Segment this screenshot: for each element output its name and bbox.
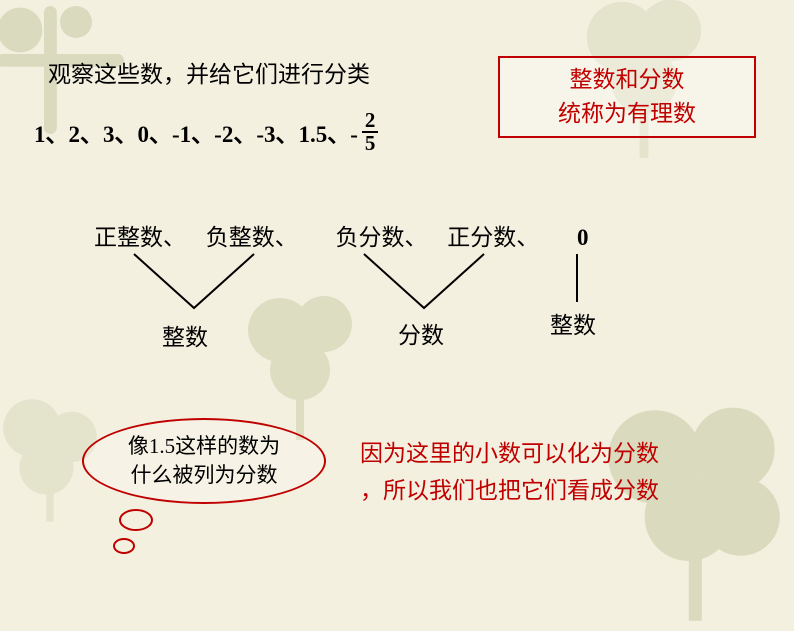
definition-line1: 整数和分数 (570, 63, 685, 98)
fraction: 2 5 (362, 110, 379, 154)
label-fraction: 分数 (398, 316, 444, 350)
fraction-denominator: 5 (362, 133, 379, 154)
cat-pos-int: 正整数、 (94, 225, 186, 250)
cat-neg-frac: 负分数、 (336, 225, 428, 250)
label-integer-2: 整数 (550, 306, 596, 340)
connector-zero (562, 252, 592, 312)
connector-integers (104, 252, 284, 312)
cat-zero: 0 (577, 225, 589, 250)
question-bubble: 像1.5这样的数为 什么被列为分数 (82, 418, 326, 504)
thought-bubble-tail (110, 506, 170, 576)
number-list: 1、2、3、0、-1、-2、-3、1.5、- 2 5 (34, 110, 378, 154)
cat-neg-int: 负整数、 (206, 225, 298, 250)
numbers-prefix: 1、2、3、0、-1、-2、-3、1.5、- (34, 115, 358, 149)
label-integer-1: 整数 (162, 318, 208, 352)
fraction-numerator: 2 (362, 110, 379, 133)
question-line1: 像1.5这样的数为 (128, 432, 280, 461)
instruction-text: 观察这些数，并给它们进行分类 (48, 55, 370, 89)
cat-pos-frac: 正分数、 (447, 225, 539, 250)
definition-line2: 统称为有理数 (558, 97, 696, 132)
question-line2: 什么被列为分数 (131, 461, 278, 490)
explanation-line2: ，所以我们也把它们看成分数 (360, 473, 760, 510)
definition-box: 整数和分数 统称为有理数 (498, 56, 756, 138)
connector-fractions (334, 252, 514, 312)
explanation-text: 因为这里的小数可以化为分数 ，所以我们也把它们看成分数 (360, 436, 760, 510)
categories-row: 正整数、 负整数、 负分数、 正分数、 0 (94, 218, 603, 252)
explanation-line1: 因为这里的小数可以化为分数 (360, 436, 760, 473)
